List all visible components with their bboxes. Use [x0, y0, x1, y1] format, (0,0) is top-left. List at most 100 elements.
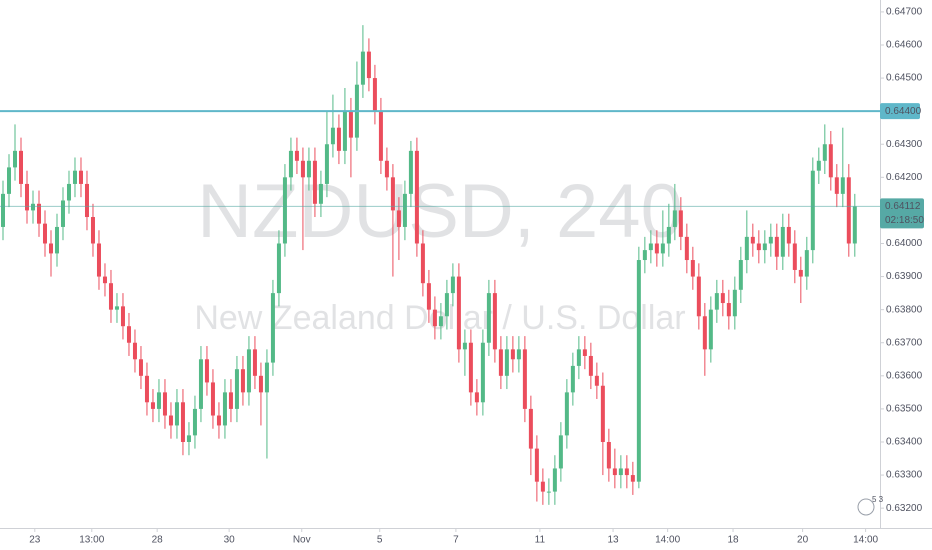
- y-tick-label: 0.63700: [886, 337, 923, 348]
- candle-body: [468, 342, 473, 393]
- candle-body: [612, 468, 617, 476]
- candle-body: [174, 402, 179, 426]
- candle-body: [618, 468, 623, 476]
- y-tick-label: 0.63600: [886, 370, 923, 381]
- candle-body: [600, 385, 605, 442]
- candle-body: [312, 160, 317, 204]
- candle-body: [300, 160, 305, 178]
- candle-body: [264, 362, 269, 393]
- y-tick-label: 0.64000: [886, 238, 923, 249]
- candle-body: [426, 283, 431, 310]
- event-badge-icon[interactable]: [857, 498, 875, 516]
- candle-body: [726, 303, 731, 317]
- candle-body: [6, 167, 11, 194]
- candle-body: [324, 144, 329, 184]
- candle-body: [624, 468, 629, 476]
- candle-body: [594, 375, 599, 386]
- candle-body: [666, 226, 671, 244]
- candle-body: [450, 276, 455, 294]
- y-tick-label: 0.63800: [886, 304, 923, 315]
- candle-body: [36, 203, 41, 224]
- candle-body: [306, 160, 311, 178]
- candle-body: [636, 260, 641, 482]
- last-price-label: 0.64112: [885, 201, 921, 212]
- candle-body: [288, 150, 293, 178]
- candle-body: [294, 150, 299, 161]
- candle-body: [126, 326, 131, 343]
- y-tick-label: 0.63400: [886, 437, 923, 448]
- candle-body: [540, 481, 545, 492]
- candle-body: [186, 435, 191, 442]
- x-tick-label: 20: [797, 535, 809, 546]
- candle-body: [840, 177, 845, 194]
- candle-body: [366, 51, 371, 79]
- candle-body: [282, 177, 287, 244]
- candle-body: [432, 309, 437, 327]
- candle-body: [798, 269, 803, 277]
- candle-body: [108, 283, 113, 310]
- candle-body: [738, 260, 743, 290]
- candle-body: [852, 206, 857, 244]
- candle-body: [720, 293, 725, 304]
- candle-body: [414, 150, 419, 244]
- x-tick-label: 7: [453, 535, 459, 546]
- candle-body: [390, 177, 395, 211]
- y-tick-label: 0.63200: [886, 503, 923, 514]
- y-tick-label: 0.64200: [886, 172, 923, 183]
- candle-body: [234, 369, 239, 409]
- candle-body: [24, 183, 29, 211]
- candle-body: [372, 78, 377, 112]
- candle-body: [102, 276, 107, 284]
- candle-body: [708, 309, 713, 350]
- candle-body: [732, 289, 737, 317]
- y-tick-label: 0.63900: [886, 271, 923, 282]
- candle-body: [222, 392, 227, 426]
- candle-body: [72, 170, 77, 184]
- horizontal-line-label: 0.64400: [885, 106, 922, 117]
- candle-body: [246, 349, 251, 393]
- candle-body: [660, 243, 665, 254]
- candle-body: [696, 276, 701, 317]
- candle-body: [42, 223, 47, 244]
- candle-body: [318, 183, 323, 204]
- horizontal-line-label-box: [880, 103, 920, 120]
- candle-body: [360, 51, 365, 85]
- candle-body: [336, 127, 341, 151]
- candle-body: [138, 359, 143, 376]
- candle-body: [270, 293, 275, 363]
- candle-body: [84, 183, 89, 218]
- candle-body: [144, 375, 149, 403]
- candle-body: [198, 359, 203, 409]
- candle-body: [672, 210, 677, 227]
- candle-body: [180, 402, 185, 442]
- y-tick-label: 0.64700: [886, 7, 923, 18]
- candle-body: [534, 448, 539, 482]
- candle-body: [480, 342, 485, 403]
- candle-body: [648, 243, 653, 251]
- candle-body: [828, 144, 833, 178]
- candle-body: [642, 250, 647, 261]
- x-tick-label: Nov: [293, 535, 311, 546]
- candle-body: [516, 349, 521, 360]
- x-tick-label: 13: [607, 535, 619, 546]
- candle-body: [342, 111, 347, 151]
- event-badge[interactable]: 5 3: [872, 495, 884, 504]
- x-tick-label: 14:00: [655, 535, 680, 546]
- candle-body: [546, 491, 551, 493]
- candle-body: [78, 170, 83, 184]
- candle-body: [54, 226, 59, 254]
- candle-body: [804, 250, 809, 277]
- watermark-symbol: NZDUSD, 240: [197, 169, 683, 254]
- candle-body: [762, 243, 767, 251]
- x-tick-label: 5: [377, 535, 383, 546]
- candle-body: [120, 306, 125, 327]
- candle-body: [156, 392, 161, 409]
- candle-body: [684, 236, 689, 261]
- y-tick-label: 0.64300: [886, 139, 923, 150]
- candle-body: [66, 183, 71, 201]
- candle-body: [756, 243, 761, 251]
- candle-body: [60, 200, 65, 227]
